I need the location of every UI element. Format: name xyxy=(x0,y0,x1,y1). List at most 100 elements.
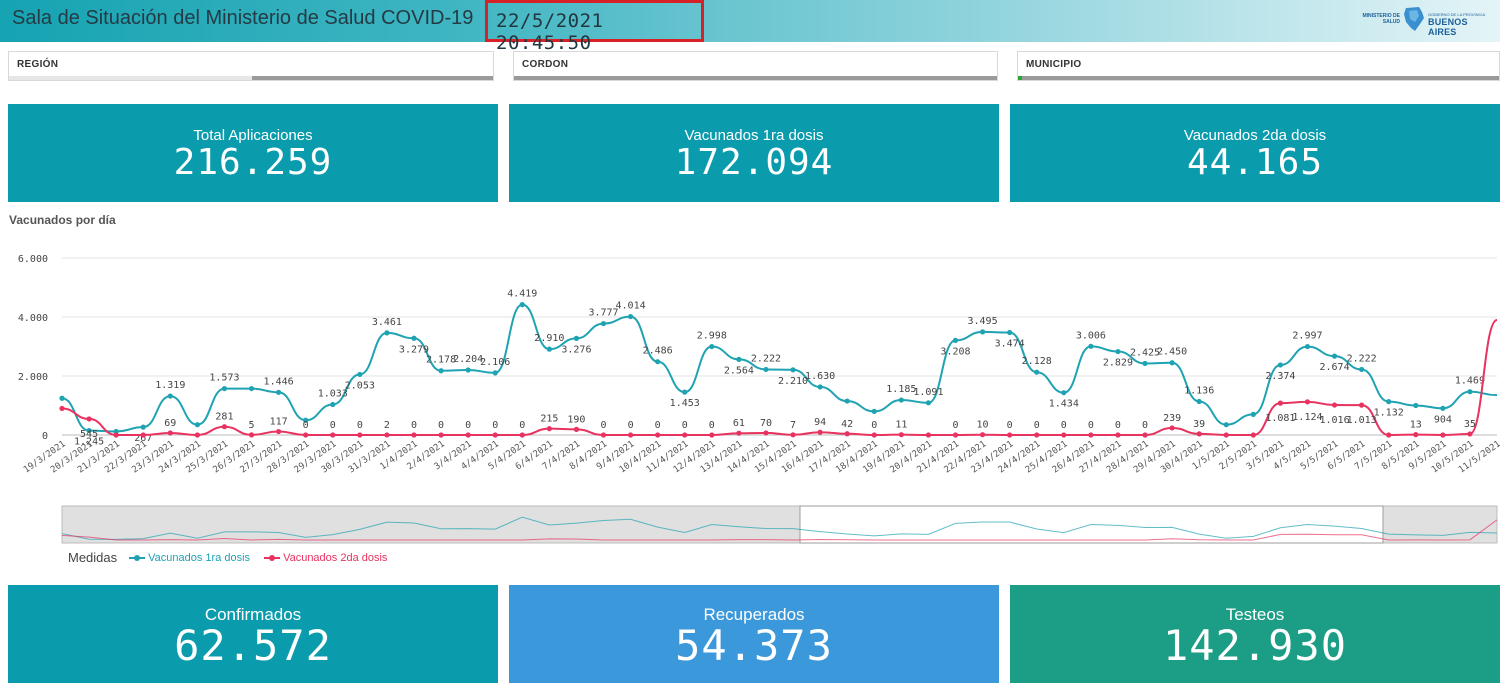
data-point xyxy=(221,385,228,392)
overview-line xyxy=(61,519,1498,541)
data-label: 2.178 xyxy=(426,355,456,366)
data-point xyxy=(1277,400,1283,406)
data-point xyxy=(194,422,200,428)
kpi-value: 62.572 xyxy=(174,621,332,670)
data-point xyxy=(627,432,634,438)
data-label: 2.486 xyxy=(643,346,673,357)
data-point xyxy=(194,432,200,438)
data-point xyxy=(1196,398,1202,405)
logo-province-small-text: GOBIERNO DE LA PROVINCIA xyxy=(1428,12,1486,17)
data-point xyxy=(1196,431,1202,437)
data-label: 2.128 xyxy=(1022,356,1052,367)
data-point xyxy=(276,389,282,395)
kpi-label: Vacunados 1ra dosis xyxy=(684,127,824,144)
filter-municipio[interactable]: MUNICIPIO xyxy=(1017,51,1500,81)
data-point xyxy=(546,426,552,432)
data-point xyxy=(357,371,363,378)
data-label: 2.450 xyxy=(1157,347,1187,358)
header-bar: Sala de Situación del Ministerio de Salu… xyxy=(0,0,1500,54)
data-label: 2 xyxy=(384,420,390,431)
data-label: 0 xyxy=(709,420,715,431)
filter-region[interactable]: REGIÓN xyxy=(8,51,494,81)
data-label: 1.185 xyxy=(886,384,916,395)
data-label: 2.210 xyxy=(778,376,808,387)
page-title: Sala de Situación del Ministerio de Salu… xyxy=(12,7,474,29)
data-point xyxy=(1088,343,1094,349)
y-tick-label: 6.000 xyxy=(18,254,48,265)
data-label: 190 xyxy=(567,414,585,425)
data-point xyxy=(1142,432,1148,438)
data-point xyxy=(86,416,92,422)
logo-province-text: BUENOS AIRES xyxy=(1428,17,1468,37)
kpi-vacunados-1ra: Vacunados 1ra dosis 172.094 xyxy=(509,104,999,202)
data-label: 2.998 xyxy=(697,331,727,342)
data-label: 4.419 xyxy=(507,289,537,300)
data-point xyxy=(1304,399,1311,405)
data-point xyxy=(600,320,607,327)
data-point xyxy=(817,429,823,435)
data-point xyxy=(871,408,877,414)
data-label: 0 xyxy=(303,420,309,431)
kpi-testeos: Testeos 142.930 xyxy=(1010,585,1500,683)
data-point xyxy=(979,432,986,438)
data-point xyxy=(1331,402,1338,408)
data-label: 3.006 xyxy=(1076,330,1106,341)
data-point xyxy=(1277,362,1283,368)
data-point xyxy=(979,329,986,335)
data-label: 1.091 xyxy=(913,387,943,398)
data-label: 1.245 xyxy=(74,437,104,448)
data-label: 0 xyxy=(871,420,877,431)
data-label: 13 xyxy=(1410,420,1422,431)
data-point xyxy=(330,432,336,438)
filter-cordon[interactable]: CORDON xyxy=(513,51,998,81)
data-point xyxy=(1304,343,1311,350)
data-label: 0 xyxy=(1034,420,1040,431)
data-point xyxy=(167,393,173,399)
data-label: 3.208 xyxy=(940,346,970,357)
data-point xyxy=(1440,432,1446,438)
data-point xyxy=(59,405,65,412)
data-label: 0 xyxy=(519,420,525,431)
data-point xyxy=(1386,432,1392,438)
data-point xyxy=(682,389,688,395)
y-tick-label: 0 xyxy=(42,431,48,442)
data-point xyxy=(438,432,444,438)
data-point xyxy=(1169,425,1175,431)
data-point xyxy=(1061,390,1067,396)
vaccination-line-chart[interactable]: 02.0004.0006.00019/3/202120/3/202121/3/2… xyxy=(0,240,1500,545)
province-logo: MINISTERIO DE SALUD GOBIERNO DE LA PROVI… xyxy=(1362,4,1490,37)
data-point xyxy=(1413,402,1419,409)
province-map-icon xyxy=(1404,7,1424,31)
data-point xyxy=(709,432,715,438)
data-label: 5 xyxy=(249,420,255,431)
data-label: 2.222 xyxy=(1347,353,1377,364)
kpi-vacunados-2da: Vacunados 2da dosis 44.165 xyxy=(1010,104,1500,202)
data-point xyxy=(1007,432,1013,438)
overview-line xyxy=(61,516,1498,540)
data-label: 1.434 xyxy=(1049,399,1079,410)
data-point xyxy=(682,432,688,438)
data-point xyxy=(844,398,850,404)
data-point xyxy=(655,432,661,438)
data-label: 3.279 xyxy=(399,344,429,355)
data-label: 0 xyxy=(357,420,363,431)
kpi-total-aplicaciones: Total Aplicaciones 216.259 xyxy=(8,104,498,202)
legend-item-1ra-dosis[interactable]: Vacunados 1ra dosis xyxy=(129,552,250,564)
data-point xyxy=(519,302,525,308)
data-label: 1.016 xyxy=(1319,415,1349,426)
kpi-recuperados: Recuperados 54.373 xyxy=(509,585,999,683)
kpi-label: Testeos xyxy=(1225,605,1285,624)
data-label: 1.319 xyxy=(155,380,185,391)
data-point xyxy=(59,395,65,401)
data-point xyxy=(140,432,146,438)
data-label: 239 xyxy=(1163,413,1181,424)
legend-item-2da-dosis[interactable]: Vacunados 2da dosis xyxy=(264,552,387,564)
data-point xyxy=(817,384,823,390)
data-point xyxy=(709,343,715,350)
data-label: 904 xyxy=(1434,414,1452,425)
data-label: 1.132 xyxy=(1374,408,1404,419)
data-point xyxy=(1359,366,1365,373)
data-point xyxy=(1467,431,1473,437)
data-label: 7 xyxy=(790,420,796,431)
